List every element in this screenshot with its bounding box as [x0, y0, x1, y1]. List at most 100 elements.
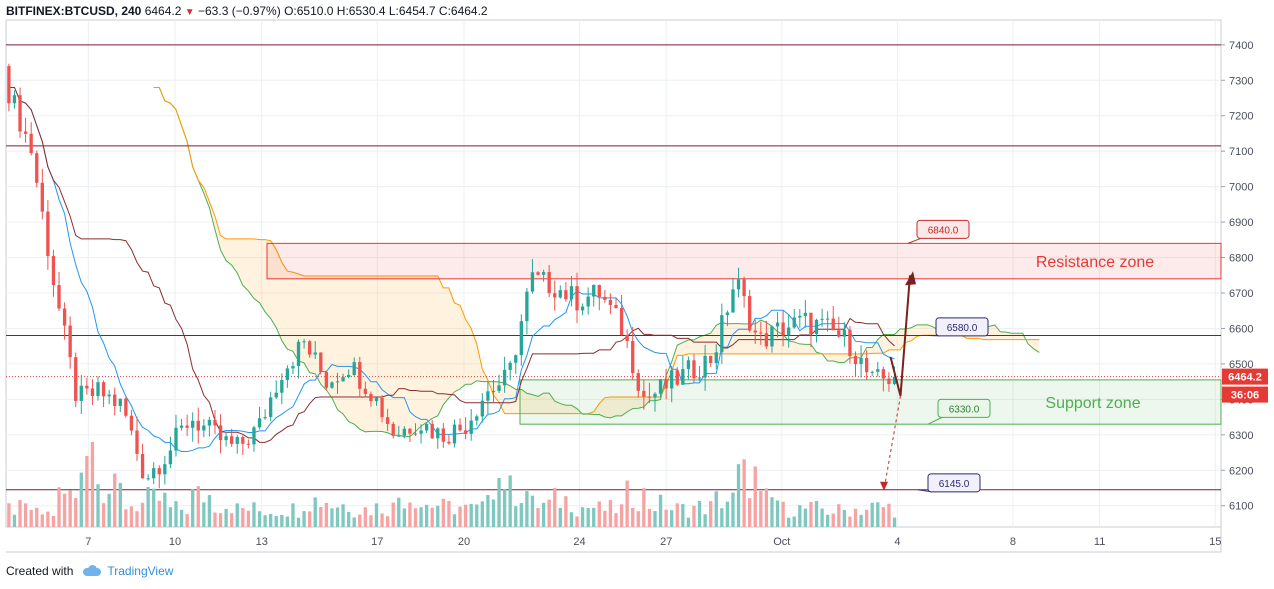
candle [597, 284, 601, 297]
candle [257, 418, 262, 428]
candle [508, 362, 512, 370]
volume-bar [486, 495, 490, 527]
candle [731, 289, 735, 313]
candle [168, 450, 173, 465]
candle [140, 453, 145, 479]
volume-bar [385, 516, 390, 527]
volume-bar [820, 508, 824, 527]
volume-bar [608, 500, 613, 527]
candle [163, 464, 167, 475]
candle [686, 360, 691, 370]
volume-bar [697, 500, 702, 527]
volume-bar [792, 516, 796, 527]
candle [748, 296, 752, 331]
volume-bar [57, 487, 61, 527]
x-tick-label: 7 [85, 536, 91, 548]
candle [346, 374, 351, 378]
volume-bar [35, 507, 39, 527]
candle [424, 423, 429, 431]
candle [798, 315, 802, 318]
candle [129, 415, 134, 431]
candle [135, 430, 139, 454]
volume-bar [586, 508, 590, 527]
candle [530, 272, 535, 292]
volume-bar [441, 498, 445, 527]
volume-bar [753, 466, 757, 527]
volume-bar [330, 508, 334, 527]
x-tick-label: 13 [256, 536, 268, 548]
volume-bar [335, 507, 340, 527]
volume-bar [564, 496, 568, 527]
candle [625, 335, 629, 342]
candle [564, 290, 568, 300]
volume-bar [842, 509, 847, 527]
volume-bar [291, 503, 295, 527]
open-label: O: [284, 4, 297, 18]
candle [720, 315, 724, 353]
candle [302, 341, 306, 343]
candle [491, 390, 496, 392]
volume-bar [647, 508, 652, 527]
x-tick-label: 27 [660, 536, 672, 548]
candle [413, 433, 418, 435]
candle [397, 435, 401, 437]
countdown-tag-text: 36:06 [1231, 390, 1259, 402]
candle [12, 95, 17, 104]
candle [586, 296, 590, 307]
volume-bar [547, 499, 551, 527]
volume-bar [313, 497, 317, 527]
candle [547, 272, 551, 294]
volume-bar [246, 510, 251, 527]
candle [252, 427, 256, 445]
candle [402, 428, 407, 436]
candle [553, 293, 557, 298]
volume-bar [174, 501, 178, 527]
candle [825, 318, 830, 320]
volume-bar [179, 509, 184, 527]
volume-bar [12, 514, 17, 527]
volume-bar [553, 487, 557, 527]
leading-span-a [153, 86, 1040, 438]
conversion-line [8, 86, 895, 453]
candle [525, 291, 529, 322]
last-price-tag [1222, 368, 1268, 385]
symbol-label[interactable]: BITFINEX:BTCUSD, 240 [6, 4, 142, 18]
candle [475, 416, 479, 421]
candle [502, 369, 507, 386]
countdown-tag [1222, 386, 1268, 403]
volume-bar [720, 508, 724, 527]
volume-bar [101, 503, 106, 527]
volume-bar [18, 500, 22, 527]
y-tick-label: 6100 [1229, 501, 1253, 513]
y-tick-label: 6900 [1229, 217, 1253, 229]
volume-bar [742, 459, 746, 527]
candle [230, 436, 234, 444]
volume-bar [430, 507, 434, 527]
volume-bar [497, 477, 501, 527]
tradingview-link[interactable]: TradingView [107, 564, 174, 578]
volume-bar [881, 507, 886, 527]
volume-bar [207, 495, 212, 527]
candle [191, 420, 195, 428]
volume-bar [541, 502, 546, 527]
candle [218, 425, 223, 441]
volume-bar [814, 500, 819, 527]
volume-bar [592, 507, 596, 527]
down-arrow-icon: ▼ [184, 7, 195, 18]
volume-bar [224, 508, 228, 527]
candle [23, 131, 28, 134]
volume-bar [152, 488, 156, 527]
candle [709, 355, 713, 363]
candle [152, 468, 156, 479]
volume-bar [40, 514, 44, 527]
candle [870, 371, 874, 373]
volume-bar [424, 504, 429, 527]
candle [658, 379, 663, 394]
candle [29, 133, 33, 154]
volume-bar [864, 509, 869, 527]
candle [876, 369, 880, 372]
candle [469, 420, 473, 434]
volume-bar [163, 492, 167, 527]
candle [787, 327, 791, 336]
